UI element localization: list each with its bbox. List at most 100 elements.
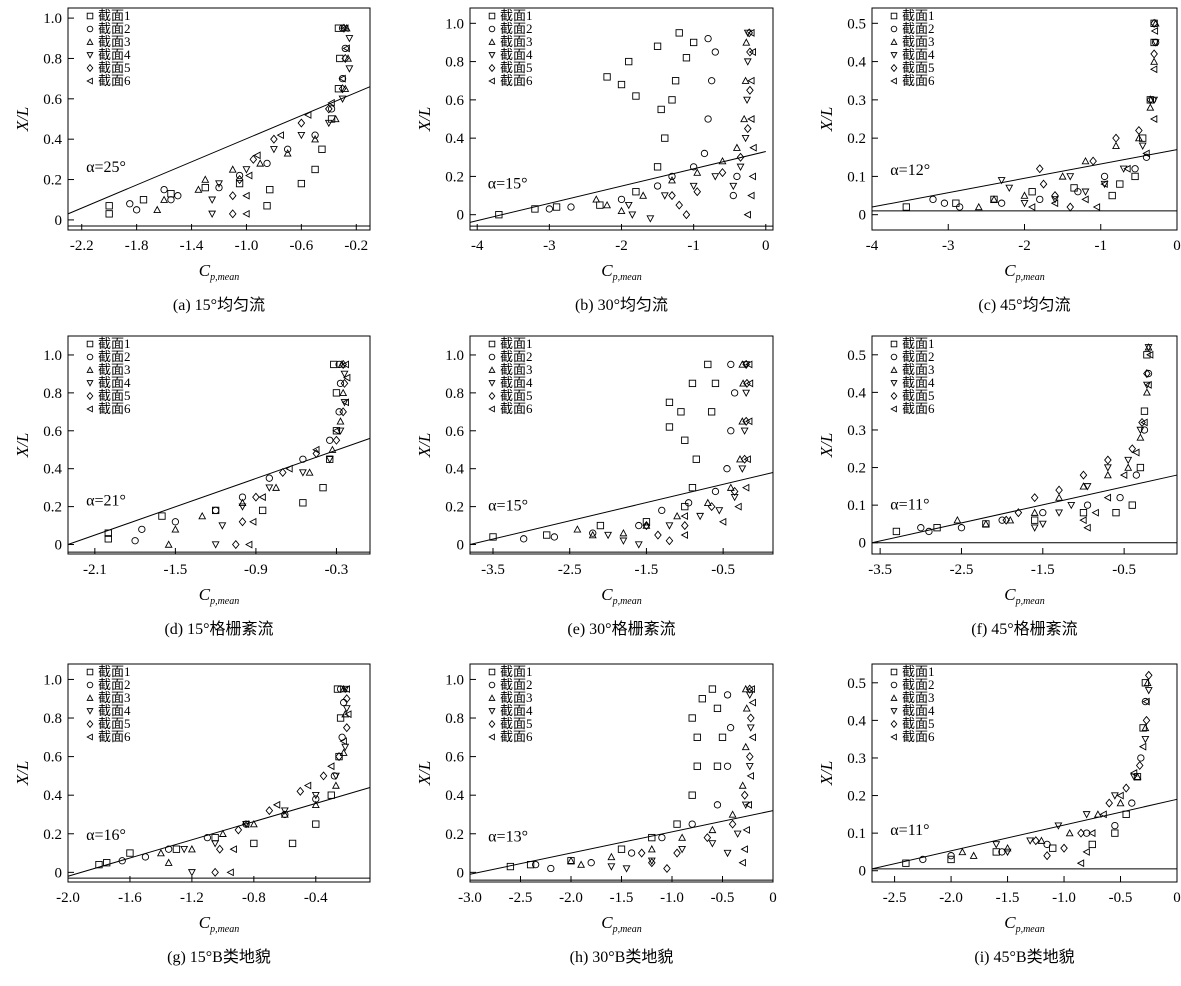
series-5	[228, 23, 350, 219]
data-point	[1122, 810, 1130, 818]
y-tick-label: 1.0	[43, 11, 62, 27]
data-point	[746, 85, 754, 95]
data-point	[1081, 195, 1089, 204]
data-point	[738, 858, 746, 867]
data-point	[326, 436, 334, 444]
data-point	[265, 806, 274, 816]
legend-marker	[890, 12, 898, 20]
data-point	[723, 465, 731, 473]
data-point	[677, 408, 685, 416]
data-point	[741, 134, 750, 143]
legend-label: 截面6	[500, 73, 533, 88]
alpha-label: α=25°	[86, 159, 126, 176]
data-point	[153, 205, 162, 213]
trend-line	[67, 786, 371, 877]
data-point	[272, 800, 281, 809]
data-point	[126, 849, 134, 857]
data-point	[318, 145, 326, 153]
series-2	[118, 685, 348, 865]
legend-label: 截面5	[98, 716, 131, 731]
data-point	[342, 723, 351, 733]
data-point	[334, 85, 343, 93]
x-tick-label: 0	[1173, 238, 1181, 254]
data-point	[707, 502, 716, 512]
panel-caption: (d) 15°格栅紊流	[164, 620, 273, 638]
data-point	[132, 206, 141, 214]
data-point	[740, 427, 749, 435]
data-point	[336, 714, 345, 722]
data-point	[1104, 455, 1112, 465]
trend-line	[67, 437, 371, 545]
y-axis-label: X/L	[817, 433, 836, 459]
data-point	[745, 360, 753, 369]
legend-marker	[86, 733, 93, 741]
data-point	[632, 188, 640, 196]
data-point	[684, 499, 693, 507]
data-point	[160, 185, 168, 194]
data-point	[739, 379, 748, 387]
data-point	[1150, 27, 1159, 35]
legend-marker	[86, 63, 94, 73]
data-point	[1051, 196, 1059, 204]
alpha-label: α=11°	[890, 822, 929, 839]
legend-marker	[488, 340, 496, 348]
data-point	[746, 771, 754, 780]
series-3	[153, 24, 352, 213]
data-point	[319, 484, 327, 492]
legend-marker	[488, 77, 495, 85]
legend-marker	[488, 405, 495, 413]
y-tick-label: 0.4	[847, 55, 866, 71]
data-point	[171, 525, 180, 533]
data-point	[1100, 172, 1109, 181]
data-point	[342, 685, 350, 694]
data-point	[263, 202, 271, 210]
data-point	[708, 77, 716, 85]
data-point	[158, 512, 166, 520]
data-point	[249, 154, 258, 164]
legend-label: 截面5	[500, 60, 533, 75]
data-point	[139, 196, 148, 204]
data-point	[748, 172, 756, 181]
data-point	[957, 524, 966, 532]
data-point	[1058, 172, 1067, 180]
data-point	[1083, 523, 1091, 532]
data-point	[1119, 165, 1128, 173]
alpha-label: α=11°	[890, 496, 929, 513]
data-point	[736, 455, 744, 463]
series-4	[1030, 344, 1153, 532]
data-point	[603, 73, 611, 81]
data-point	[742, 825, 750, 834]
x-axis-label: Cp,mean	[601, 913, 642, 935]
data-point	[1150, 57, 1159, 65]
data-point	[345, 65, 354, 73]
data-point	[1146, 95, 1155, 105]
series-6	[743, 28, 757, 219]
data-point	[211, 541, 220, 549]
data-point	[103, 859, 111, 867]
data-point	[981, 519, 990, 528]
series-6	[1027, 27, 1159, 211]
legend-label: 截面6	[98, 73, 131, 88]
series-3	[953, 343, 1153, 528]
data-point	[1039, 179, 1048, 189]
data-point	[929, 195, 937, 204]
data-point	[730, 486, 739, 496]
legend-label: 截面1	[902, 8, 935, 23]
data-point	[550, 533, 559, 541]
legend-marker	[488, 681, 496, 689]
y-tick-label: 0.8	[43, 386, 62, 402]
data-point	[1079, 470, 1088, 480]
data-point	[726, 483, 735, 491]
data-point	[1144, 687, 1153, 695]
data-point	[1079, 482, 1088, 490]
series-5	[1035, 18, 1158, 212]
data-point	[1036, 195, 1044, 204]
data-point	[1005, 184, 1014, 193]
data-point	[680, 531, 688, 539]
legend-marker	[488, 63, 496, 73]
data-point	[340, 378, 349, 388]
data-point	[1066, 202, 1075, 212]
series-2	[131, 360, 345, 545]
y-tick-label: 0.8	[43, 711, 62, 727]
legend-label: 截面1	[902, 664, 935, 679]
